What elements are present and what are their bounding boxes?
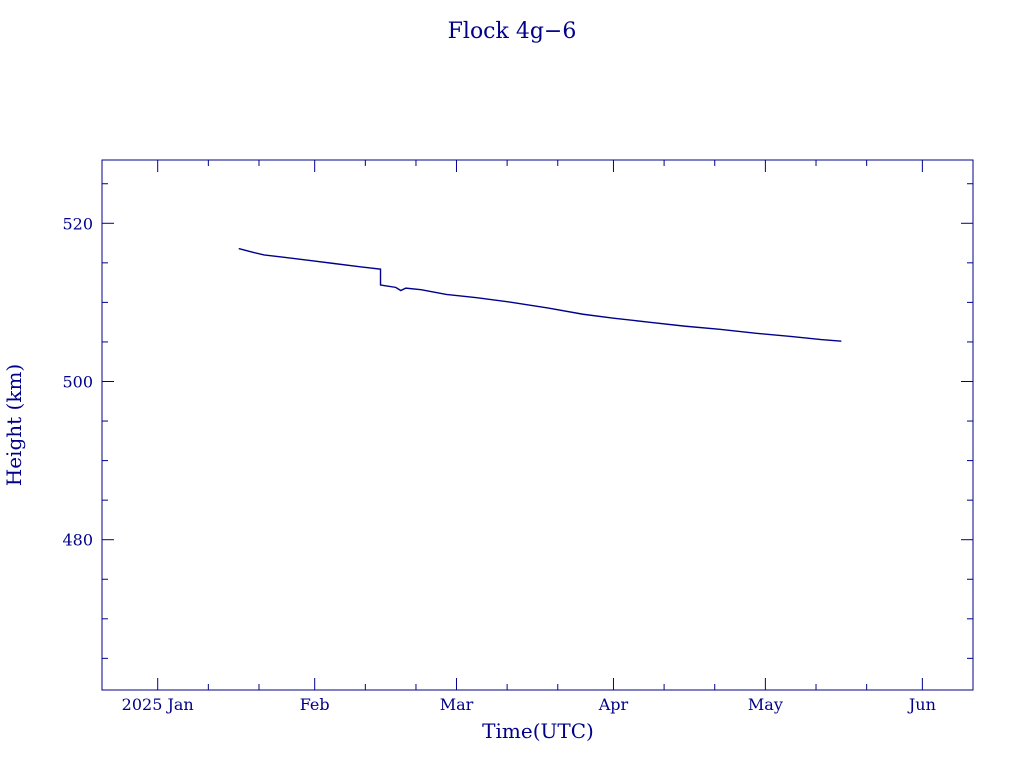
- chart-title: Flock 4g−6: [448, 19, 577, 44]
- y-axis-label: Height (km): [2, 364, 26, 486]
- x-tick-label: 2025 Jan: [122, 695, 194, 714]
- x-tick-label: Jun: [907, 695, 936, 714]
- y-tick-label: 500: [62, 372, 93, 391]
- y-axis: 480 500 520: [62, 183, 973, 659]
- y-tick-label: 520: [62, 214, 93, 233]
- x-tick-label: May: [748, 695, 783, 714]
- plot-frame: [101, 159, 974, 691]
- height-series-line: [238, 247, 842, 342]
- x-tick-label: Mar: [440, 695, 474, 714]
- y-tick-label: 480: [62, 531, 93, 550]
- x-tick-label: Apr: [598, 695, 629, 714]
- x-axis-label: Time(UTC): [482, 719, 594, 743]
- x-tick-label: Feb: [300, 695, 330, 714]
- x-axis: 2025 Jan Feb Mar Apr May Jun: [122, 160, 974, 714]
- series-layer: [238, 247, 842, 342]
